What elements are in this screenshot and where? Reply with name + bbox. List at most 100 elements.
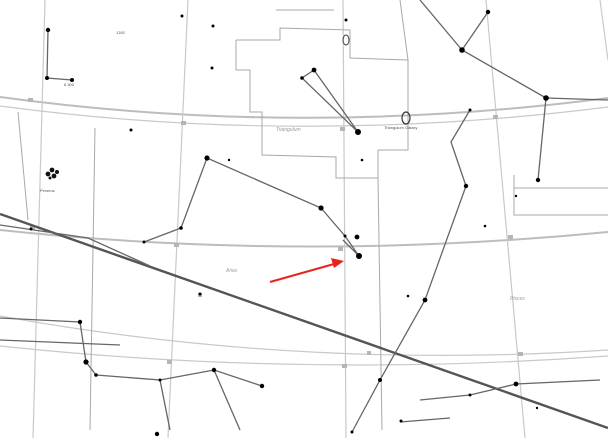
grid-marker — [493, 115, 498, 119]
star — [468, 393, 472, 397]
star-cluster-icon — [45, 167, 59, 180]
lower-left-lines-3 — [95, 374, 171, 431]
star-label: 1392 — [116, 30, 126, 35]
ra-line-5 — [599, 0, 608, 61]
star-label: 6.300 — [64, 82, 75, 87]
constellation-lines-right-2 — [351, 185, 467, 433]
star — [463, 183, 469, 189]
boundary-segment — [17, 111, 29, 221]
star — [211, 367, 217, 373]
lower-left-lines-5 — [213, 369, 241, 431]
star — [311, 67, 317, 73]
star — [179, 226, 183, 230]
dec-arc-upper — [0, 96, 608, 119]
lower-left-lines-2 — [0, 317, 81, 323]
star — [535, 177, 541, 183]
star — [45, 76, 49, 80]
aries-label: Aries — [225, 268, 238, 274]
star — [485, 9, 491, 15]
triangulum-label: Triangulum — [276, 127, 301, 133]
star — [211, 24, 215, 28]
grid-marker — [367, 351, 371, 355]
star — [354, 234, 360, 240]
red-arrow-icon — [269, 258, 344, 283]
constellation-lines-top-right-2 — [419, 0, 547, 99]
dec-arc-upper-2 — [0, 105, 608, 127]
boundary-segment — [399, 0, 409, 61]
star — [154, 431, 160, 437]
constellation-lines-right — [450, 109, 471, 187]
star — [543, 95, 549, 101]
star — [158, 378, 162, 382]
ra-grid — [32, 0, 608, 438]
grid-marker — [340, 127, 345, 131]
star — [300, 76, 304, 80]
aries-lines — [180, 157, 360, 257]
star — [399, 419, 403, 423]
boundary-segment — [513, 175, 608, 216]
star — [204, 155, 210, 161]
star — [227, 158, 231, 162]
ecliptic-line — [0, 212, 608, 430]
star — [459, 47, 465, 53]
star — [350, 430, 354, 434]
declination-grid — [0, 96, 608, 366]
galaxy-icon — [342, 34, 350, 46]
lower-left-lines-6 — [0, 339, 121, 346]
ra-line-1 — [32, 0, 46, 438]
stars — [29, 9, 549, 437]
star — [378, 378, 382, 382]
dec-arc-middle — [0, 229, 608, 248]
star — [468, 108, 472, 112]
pisces-label: Pisces — [510, 296, 525, 302]
lower-left-lines-4 — [159, 369, 263, 387]
star — [142, 240, 146, 244]
lower-right-lines — [419, 379, 601, 401]
triangulum-lines — [300, 69, 359, 133]
star — [29, 227, 33, 231]
star — [422, 297, 428, 303]
lower-right-lines-2 — [399, 417, 451, 423]
grid-marker — [181, 121, 186, 125]
star — [198, 292, 202, 296]
star — [129, 128, 133, 132]
star — [70, 78, 74, 82]
constellation-lines-top-right — [461, 11, 489, 51]
galaxy-label: Triangulum Galaxy — [384, 125, 417, 130]
star — [344, 18, 348, 22]
grid-marker — [28, 98, 33, 102]
grid-marker — [508, 235, 513, 239]
star — [535, 406, 539, 410]
star — [180, 14, 184, 18]
star — [83, 359, 89, 365]
constellation-lines-far-right — [537, 97, 547, 181]
grid-marker — [518, 352, 523, 356]
grid-marker — [167, 360, 172, 364]
ra-line-2 — [167, 0, 189, 438]
star — [343, 234, 347, 238]
grid-marker — [174, 243, 179, 247]
star — [360, 158, 364, 162]
ra-line-4 — [485, 0, 526, 438]
galaxy-icon — [401, 111, 411, 125]
grid-marker — [338, 247, 343, 251]
cluster-label: Perseus — [40, 188, 55, 193]
star — [513, 381, 519, 387]
star — [514, 194, 518, 198]
star — [483, 224, 487, 228]
star — [45, 27, 51, 33]
grid-marker — [30, 226, 35, 230]
ra-line-3 — [342, 0, 347, 438]
star — [318, 205, 324, 211]
star — [94, 373, 98, 377]
constellation-lines-top-right-3 — [545, 97, 608, 101]
constellation-boundaries — [17, 0, 608, 431]
star-target — [356, 253, 362, 259]
triangulum-boundary — [235, 27, 409, 179]
perseus-lines — [46, 29, 73, 81]
star — [259, 383, 265, 389]
grid-marker — [342, 364, 347, 368]
star — [77, 319, 83, 325]
